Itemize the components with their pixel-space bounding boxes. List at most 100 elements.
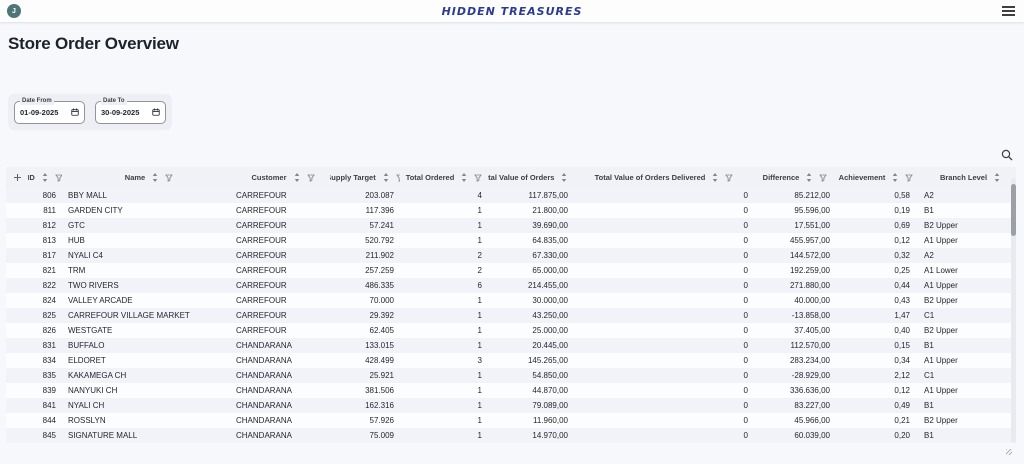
cell-id: 845 xyxy=(42,431,56,440)
column-label: Total Value of Orders xyxy=(488,173,555,182)
resize-corner[interactable] xyxy=(1006,449,1012,455)
table-row[interactable]: 844 ROSSLYN CHANDARANA 57.926 1 11.960,0… xyxy=(6,413,1016,428)
table-row[interactable]: 811 GARDEN CITY CARREFOUR 117.396 1 21.8… xyxy=(6,203,1016,218)
cell-achievement: 0,15 xyxy=(894,341,910,350)
row-expand-cell xyxy=(6,248,28,263)
avatar[interactable]: J xyxy=(7,4,21,18)
cell-total-ordered: 1 xyxy=(477,371,482,380)
column-header-name[interactable]: Name xyxy=(62,167,230,188)
cell-name: ELDORET xyxy=(68,356,106,365)
cell-total-value-of-orders: 11.960,00 xyxy=(533,416,568,425)
filter-icon[interactable] xyxy=(307,174,315,182)
cell-total-value-delivered: 0 xyxy=(743,341,748,350)
date-from-field[interactable]: Date From 01-09-2025 xyxy=(14,97,85,124)
table-row[interactable]: 839 NANYUKI CH CHANDARANA 381.506 1 44.8… xyxy=(6,383,1016,398)
cell-total-value-of-orders: 14.970,00 xyxy=(532,431,568,440)
table-row[interactable]: 845 SIGNATURE MALL CHANDARANA 75.009 1 1… xyxy=(6,428,1016,443)
table-row[interactable]: 841 NYALI CH CHANDARANA 162.316 1 79.089… xyxy=(6,398,1016,413)
row-expand-cell xyxy=(6,368,28,383)
row-expand-cell xyxy=(6,263,28,278)
sort-icon[interactable] xyxy=(461,173,467,182)
filter-icon[interactable] xyxy=(725,174,733,182)
cell-name: NANYUKI CH xyxy=(68,386,118,395)
column-header-achievement[interactable]: Achievement xyxy=(836,167,916,188)
cell-total-value-delivered: 0 xyxy=(743,251,748,260)
row-expand-cell xyxy=(6,293,28,308)
table-row[interactable]: 806 BBY MALL CARREFOUR 203.087 4 117.875… xyxy=(6,188,1016,203)
row-expand-cell xyxy=(6,353,28,368)
column-header-difference[interactable]: Difference xyxy=(754,167,836,188)
table-row[interactable]: 813 HUB CARREFOUR 520.792 1 64.835,00 0 … xyxy=(6,233,1016,248)
column-header-supply-target[interactable]: Supply Target xyxy=(330,167,400,188)
calendar-icon[interactable] xyxy=(71,108,79,116)
table-row[interactable]: 824 VALLEY ARCADE CARREFOUR 70.000 1 30.… xyxy=(6,293,1016,308)
table-row[interactable]: 825 CARREFOUR VILLAGE MARKET CARREFOUR 2… xyxy=(6,308,1016,323)
cell-difference: 95.596,00 xyxy=(794,206,830,215)
filter-icon[interactable] xyxy=(165,174,173,182)
date-to-field[interactable]: Date To 30-09-2025 xyxy=(95,97,166,124)
table-row[interactable]: 835 KAKAMEGA CH CHANDARANA 25.921 1 54.8… xyxy=(6,368,1016,383)
cell-achievement: 0,32 xyxy=(894,251,910,260)
sort-icon[interactable] xyxy=(152,173,158,182)
table-body: 806 BBY MALL CARREFOUR 203.087 4 117.875… xyxy=(6,188,1016,443)
cell-total-ordered: 6 xyxy=(477,281,482,290)
sort-icon[interactable] xyxy=(806,173,812,182)
cell-difference: 85.212,00 xyxy=(794,191,830,200)
table-row[interactable]: 822 TWO RIVERS CARREFOUR 486.335 6 214.4… xyxy=(6,278,1016,293)
cell-total-ordered: 1 xyxy=(477,326,482,335)
cell-total-ordered: 1 xyxy=(477,296,482,305)
scrollbar-thumb[interactable] xyxy=(1011,184,1016,236)
cell-achievement: 0,19 xyxy=(894,206,910,215)
cell-difference: 17.551,00 xyxy=(794,221,830,230)
expand-all-button[interactable] xyxy=(6,167,28,188)
search-icon[interactable] xyxy=(1001,148,1013,161)
table-row[interactable]: 812 GTC CARREFOUR 57.241 1 39.690,00 0 1… xyxy=(6,218,1016,233)
cell-id: 812 xyxy=(42,221,56,230)
cell-name: SIGNATURE MALL xyxy=(68,431,138,440)
sort-icon[interactable] xyxy=(561,173,567,182)
table-row[interactable]: 817 NYALI C4 CARREFOUR 211.902 2 67.330,… xyxy=(6,248,1016,263)
cell-total-value-of-orders: 25.000,00 xyxy=(532,326,568,335)
column-header-id[interactable]: ID xyxy=(28,167,62,188)
table-row[interactable]: 831 BUFFALO CHANDARANA 133.015 1 20.445,… xyxy=(6,338,1016,353)
filter-icon[interactable] xyxy=(905,174,913,182)
cell-name: BUFFALO xyxy=(68,341,105,350)
column-header-total-ordered[interactable]: Total Ordered xyxy=(400,167,488,188)
cell-total-value-delivered: 0 xyxy=(743,236,748,245)
sort-icon[interactable] xyxy=(712,173,718,182)
sort-icon[interactable] xyxy=(892,173,898,182)
cell-total-value-delivered: 0 xyxy=(743,311,748,320)
column-label: Name xyxy=(124,173,146,182)
cell-total-ordered: 1 xyxy=(477,341,482,350)
menu-icon[interactable] xyxy=(1002,6,1015,16)
table-row[interactable]: 826 WESTGATE CARREFOUR 62.405 1 25.000,0… xyxy=(6,323,1016,338)
cell-total-value-delivered: 0 xyxy=(743,281,748,290)
cell-total-value-delivered: 0 xyxy=(743,296,748,305)
cell-total-value-of-orders: 30.000,00 xyxy=(532,296,568,305)
vertical-scrollbar[interactable] xyxy=(1011,178,1016,443)
cell-customer: CARREFOUR xyxy=(236,251,287,260)
cell-branch-level: B2 Upper xyxy=(924,326,958,335)
column-header-branch-level[interactable]: Branch Level xyxy=(916,167,1016,188)
calendar-icon[interactable] xyxy=(152,108,160,116)
cell-difference: 271.880,00 xyxy=(789,281,830,290)
sort-icon[interactable] xyxy=(383,173,389,182)
table-header: ID Name Customer Supply Target Total Ord xyxy=(6,167,1016,188)
sort-icon[interactable] xyxy=(42,173,48,182)
column-header-customer[interactable]: Customer xyxy=(230,167,330,188)
cell-difference: 60.039,00 xyxy=(794,431,830,440)
cell-supply-target: 57.241 xyxy=(369,221,394,230)
cell-branch-level: B1 xyxy=(924,206,934,215)
column-header-total-value-of-orders[interactable]: Total Value of Orders xyxy=(488,167,574,188)
cell-customer: CARREFOUR xyxy=(236,236,287,245)
table-row[interactable]: 821 TRM CARREFOUR 257.259 2 65.000,00 0 … xyxy=(6,263,1016,278)
filter-icon[interactable] xyxy=(819,174,827,182)
table-row[interactable]: 834 ELDORET CHANDARANA 428.499 3 145.265… xyxy=(6,353,1016,368)
sort-icon[interactable] xyxy=(294,173,300,182)
row-expand-cell xyxy=(6,308,28,323)
sort-icon[interactable] xyxy=(994,173,1000,182)
filter-icon[interactable] xyxy=(55,174,62,182)
column-header-total-value-delivered[interactable]: Total Value of Orders Delivered xyxy=(574,167,754,188)
filter-icon[interactable] xyxy=(474,174,482,182)
cell-id: 821 xyxy=(42,266,56,275)
